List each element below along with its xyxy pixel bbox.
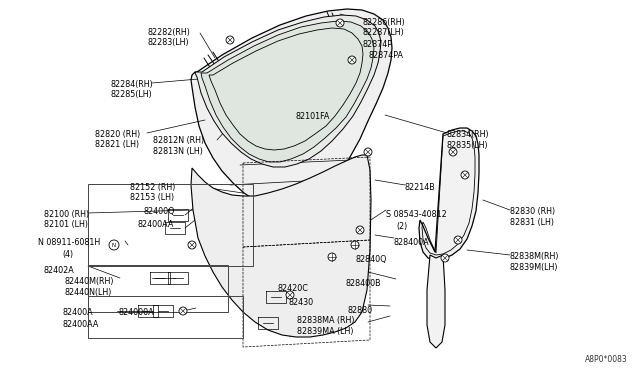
Circle shape [454, 236, 462, 244]
Polygon shape [419, 128, 479, 260]
Text: 82402A: 82402A [43, 266, 74, 275]
Text: (4): (4) [62, 250, 73, 259]
Text: 82839M(LH): 82839M(LH) [510, 263, 559, 272]
Text: 82286(RH): 82286(RH) [363, 18, 406, 27]
Text: 82812N (RH): 82812N (RH) [153, 136, 204, 145]
Circle shape [348, 56, 356, 64]
Text: 82152 (RH): 82152 (RH) [130, 183, 175, 192]
Text: 82100 (RH): 82100 (RH) [44, 210, 89, 219]
Polygon shape [195, 15, 381, 167]
Text: 82400Q: 82400Q [143, 207, 175, 216]
Text: (2): (2) [396, 222, 407, 231]
Circle shape [328, 253, 336, 261]
Polygon shape [201, 21, 374, 162]
Text: 82400AA: 82400AA [138, 220, 174, 229]
Text: 82284(RH): 82284(RH) [110, 80, 153, 89]
Text: 824000A: 824000A [118, 308, 154, 317]
Text: 82153 (LH): 82153 (LH) [130, 193, 174, 202]
Circle shape [188, 241, 196, 249]
Text: 82830 (RH): 82830 (RH) [510, 207, 555, 216]
Text: 82838M(RH): 82838M(RH) [510, 252, 559, 261]
Text: 82440N(LH): 82440N(LH) [64, 288, 111, 297]
Text: 82285(LH): 82285(LH) [110, 90, 152, 99]
Circle shape [226, 36, 234, 44]
Circle shape [449, 148, 457, 156]
Text: 82831 (LH): 82831 (LH) [510, 218, 554, 227]
Text: 82840Q: 82840Q [356, 255, 387, 264]
Text: 82400A: 82400A [62, 308, 93, 317]
Text: 82820 (RH): 82820 (RH) [95, 130, 140, 139]
Circle shape [356, 226, 364, 234]
Text: 82400AA: 82400AA [62, 320, 99, 329]
Text: 82430: 82430 [289, 298, 314, 307]
Text: 828400B: 828400B [346, 279, 381, 288]
Circle shape [441, 254, 449, 262]
Polygon shape [191, 9, 392, 210]
Text: 828400A: 828400A [394, 238, 429, 247]
Circle shape [109, 240, 119, 250]
Text: 82214B: 82214B [405, 183, 436, 192]
Circle shape [286, 291, 294, 299]
Text: 82874PA: 82874PA [369, 51, 404, 60]
Circle shape [461, 171, 469, 179]
Text: 82813N (LH): 82813N (LH) [153, 147, 203, 156]
Text: 82283(LH): 82283(LH) [148, 38, 189, 47]
Text: 82420C: 82420C [278, 284, 309, 293]
Text: S 08543-40812: S 08543-40812 [386, 210, 447, 219]
Text: 82880: 82880 [348, 306, 373, 315]
Text: 82101FA: 82101FA [296, 112, 330, 121]
Text: 82821 (LH): 82821 (LH) [95, 140, 139, 149]
Text: 82838MA (RH): 82838MA (RH) [297, 316, 355, 325]
Circle shape [336, 19, 344, 27]
Text: 82839MA (LH): 82839MA (LH) [297, 327, 353, 336]
Text: 82835(LH): 82835(LH) [447, 141, 488, 150]
Text: 82101 (LH): 82101 (LH) [44, 220, 88, 229]
Text: 82440M(RH): 82440M(RH) [64, 277, 113, 286]
Text: 82282(RH): 82282(RH) [148, 28, 191, 37]
Polygon shape [427, 255, 445, 348]
Circle shape [351, 241, 359, 249]
Circle shape [364, 148, 372, 156]
Polygon shape [191, 155, 371, 337]
Text: 82834(RH): 82834(RH) [447, 130, 490, 139]
Text: 82287(LH): 82287(LH) [363, 28, 404, 37]
Text: N: N [112, 243, 116, 247]
Text: N 08911-6081H: N 08911-6081H [38, 238, 100, 247]
Circle shape [179, 307, 187, 315]
Text: A8P0*0083: A8P0*0083 [585, 355, 628, 364]
Text: 82874P: 82874P [363, 40, 393, 49]
